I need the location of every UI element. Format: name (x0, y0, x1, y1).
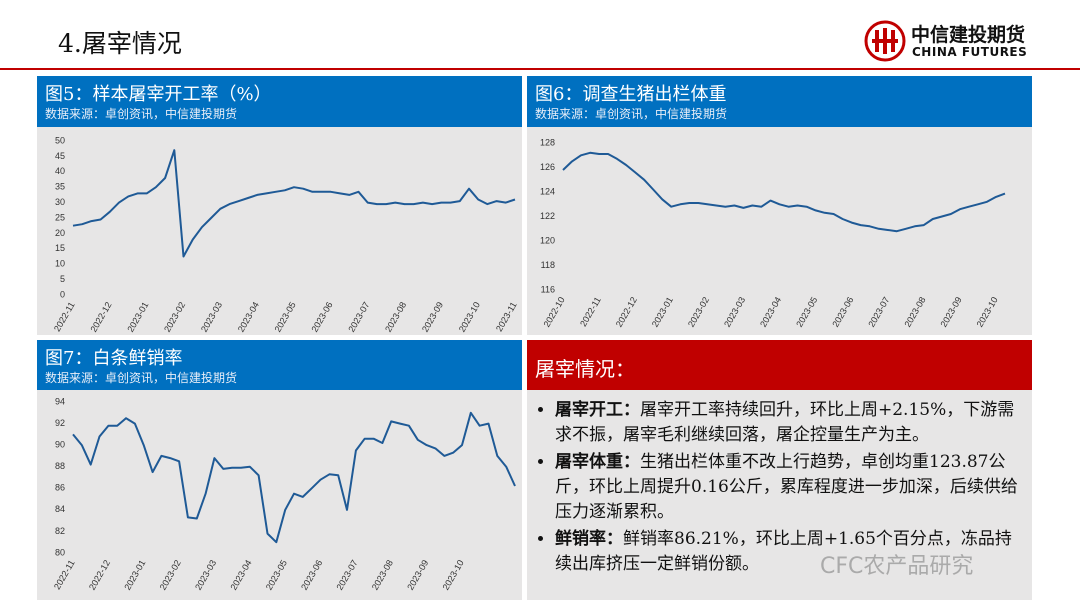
chart: 116 118 120 122 124 126 128 2022-10 2022-11 2022-… (527, 127, 1032, 335)
x-tick-label: 2023-11 (494, 300, 519, 333)
panel-title: 屠宰情况： (535, 357, 635, 381)
logo-en: CHINA FUTURES (912, 45, 1028, 59)
x-tick-label: 2023-04 (758, 295, 783, 329)
x-tick-label: 2023-05 (794, 295, 819, 329)
x-tick-label: 2023-06 (299, 558, 324, 592)
panel-header: 图6：调查生猪出栏体重 数据来源：卓创资讯，中信建投期货 (527, 76, 1032, 127)
x-tick-label: 2022-11 (578, 295, 603, 328)
page-title: 4.屠宰情况 (58, 29, 182, 58)
x-tick-label: 2023-10 (441, 558, 466, 592)
y-tick-label: 86 (55, 483, 65, 493)
x-tick-label: 2023-02 (158, 558, 183, 592)
y-tick-label: 122 (540, 211, 555, 221)
x-tick-label: 2023-05 (273, 300, 298, 334)
x-tick-label: 2023-01 (125, 300, 150, 334)
x-tick-label: 2023-09 (939, 295, 964, 329)
chart-source: 数据来源：卓创资讯，中信建投期货 (45, 107, 238, 121)
x-tick-label: 2023-03 (722, 295, 747, 329)
bullet-text: 鲜销率86.21%，环比上周+1.65个百分点，冻品持续出库挤压一定鲜销份额。 (555, 529, 1012, 574)
panel-header: 屠宰情况： (527, 340, 1032, 390)
y-tick-label: 94 (55, 396, 65, 406)
x-tick-label: 2022-12 (87, 558, 112, 592)
y-tick-label: 25 (55, 212, 65, 222)
x-tick-label: 2023-01 (650, 295, 675, 329)
header-rule (0, 68, 1080, 70)
x-tick-label: 2023-06 (309, 300, 334, 334)
chart-title: 图5：样本屠宰开工率（%） (45, 84, 272, 105)
y-tick-label: 5 (60, 274, 65, 284)
y-tick-label: 82 (55, 526, 65, 536)
y-tick-label: 40 (55, 166, 65, 176)
chart-title: 图6：调查生猪出栏体重 (535, 84, 727, 105)
x-tick-label: 2022-11 (52, 300, 77, 333)
x-tick-label: 2023-09 (420, 300, 445, 334)
y-tick-label: 20 (55, 228, 65, 238)
x-tick-label: 2023-07 (346, 300, 371, 334)
text-panel: 屠宰开工：屠宰开工率持续回升，环比上周+2.15%，下游需求不振，屠宰毛利继续回… (527, 390, 1032, 600)
data-line (72, 149, 516, 258)
bullet-label: 鲜销率： (555, 529, 623, 549)
y-tick-label: 88 (55, 461, 65, 471)
panel-header: 图5：样本屠宰开工率（%） 数据来源：卓创资讯，中信建投期货 (37, 76, 522, 127)
y-tick-label: 90 (55, 440, 65, 450)
y-tick-label: 118 (541, 260, 555, 270)
x-tick-label: 2023-02 (686, 295, 711, 329)
bullet-label: 屠宰体重： (555, 452, 640, 472)
x-tick-label: 2023-07 (866, 295, 891, 329)
y-tick-label: 0 (60, 289, 65, 299)
y-tick-label: 92 (55, 418, 65, 428)
chart-source: 数据来源：卓创资讯，中信建投期货 (45, 371, 238, 385)
bullet-text: 屠宰开工率持续回升，环比上周+2.15%，下游需求不振，屠宰毛利继续回落，屠企控… (555, 400, 1015, 445)
x-tick-label: 2023-03 (193, 558, 218, 592)
bullet-item: 屠宰体重：生猪出栏体重不改上行趋势，卓创均重123.87公斤，环比上周提升0.1… (555, 450, 1024, 525)
chart: 0 5 10 15 20 25 30 35 40 45 50 2022-11 2022-12 2023-0… (37, 127, 522, 335)
bullet-list: 屠宰开工：屠宰开工率持续回升，环比上周+2.15%，下游需求不振，屠宰毛利继续回… (527, 398, 1032, 577)
x-tick-label: 2022-12 (614, 295, 639, 329)
x-tick-label: 2023-07 (334, 558, 359, 592)
y-tick-label: 128 (540, 137, 555, 147)
y-tick-label: 45 (55, 151, 65, 161)
y-tick-label: 126 (540, 162, 555, 172)
watermark: CFC农产品研究 (820, 554, 974, 579)
y-tick-label: 116 (541, 284, 555, 294)
bullet-label: 屠宰开工： (555, 400, 640, 420)
x-tick-label: 2023-08 (383, 300, 408, 334)
x-tick-label: 2023-04 (236, 300, 261, 334)
bullet-item: 鲜销率：鲜销率86.21%，环比上周+1.65个百分点，冻品持续出库挤压一定鲜销… (555, 527, 1024, 577)
y-tick-label: 84 (55, 504, 65, 514)
logo-emblem (864, 20, 906, 62)
panel-header: 图7：白条鲜销率 数据来源：卓创资讯，中信建投期货 (37, 340, 522, 390)
x-tick-label: 2023-06 (830, 295, 855, 329)
y-tick-label: 35 (55, 182, 65, 192)
x-tick-label: 2023-08 (370, 558, 395, 592)
y-tick-label: 124 (540, 186, 555, 196)
x-tick-label: 2023-08 (902, 295, 927, 329)
x-tick-label: 2023-05 (264, 558, 289, 592)
x-tick-label: 2023-03 (199, 300, 224, 334)
x-tick-label: 2022-12 (88, 300, 113, 334)
x-tick-label: 2023-10 (975, 295, 1000, 329)
x-tick-label: 2022-11 (52, 558, 77, 591)
y-tick-label: 15 (55, 243, 65, 253)
logo-cn: 中信建投期货 (911, 24, 1026, 46)
bullet-item: 屠宰开工：屠宰开工率持续回升，环比上周+2.15%，下游需求不振，屠宰毛利继续回… (555, 398, 1024, 448)
x-tick-label: 2023-09 (405, 558, 430, 592)
chart-title: 图7：白条鲜销率 (45, 348, 183, 369)
chart-source: 数据来源：卓创资讯，中信建投期货 (535, 107, 728, 121)
y-tick-label: 80 (55, 547, 65, 557)
data-line (562, 151, 1006, 233)
x-tick-label: 2023-02 (162, 300, 187, 334)
y-tick-label: 30 (55, 197, 65, 207)
chart: 80 82 84 86 88 90 92 94 2022-11 2022-12 2023-01 202… (37, 390, 522, 600)
y-tick-label: 50 (55, 135, 65, 145)
x-tick-label: 2023-01 (122, 558, 147, 592)
x-tick-label: 2023-10 (457, 300, 482, 334)
y-tick-label: 120 (540, 235, 555, 245)
data-line (72, 411, 516, 544)
y-tick-label: 10 (55, 259, 65, 269)
bullet-text: 生猪出栏体重不改上行趋势，卓创均重123.87公斤，环比上周提升0.16公斤，累… (555, 452, 1018, 522)
x-tick-label: 2022-10 (542, 295, 567, 329)
x-tick-label: 2023-04 (228, 558, 253, 592)
